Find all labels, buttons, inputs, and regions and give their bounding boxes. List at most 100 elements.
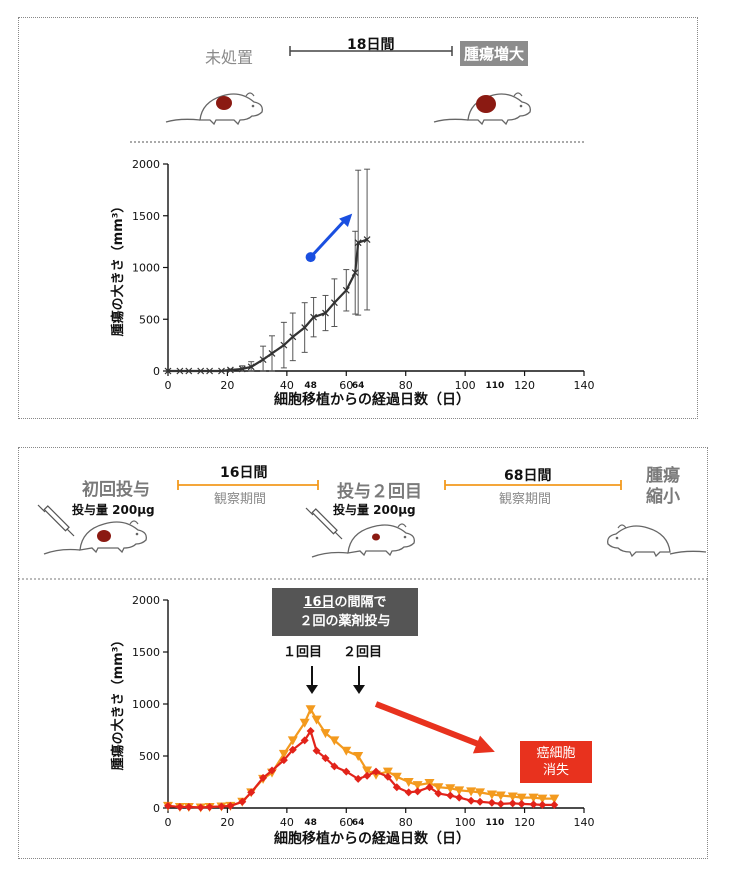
data-point-x-marker xyxy=(289,333,297,341)
data-point-red xyxy=(487,798,496,807)
data-point-red xyxy=(164,801,172,810)
mouse-tumor-grown-icon xyxy=(433,92,531,126)
mouse-second-dose-icon xyxy=(305,507,415,558)
data-point-x-marker xyxy=(330,299,338,307)
dosing-interval-note: 16日の間隔で ２回の薬剤投与 xyxy=(272,588,418,636)
second-dose-label: 投与２回目 xyxy=(337,482,422,502)
data-point-red xyxy=(268,766,276,775)
observation-period-label-1: 観察期間 xyxy=(214,492,267,507)
note-two-doses: ２回の薬剤投与 xyxy=(299,614,391,629)
second-dose-arrow-label: ２回目 xyxy=(343,645,383,660)
growth-arrow-shaft xyxy=(309,217,348,259)
series-line-orange xyxy=(167,706,555,809)
data-point-red xyxy=(330,762,339,771)
data-point-x-marker xyxy=(342,286,350,294)
data-point-red xyxy=(259,773,268,782)
mouse-tumor-shrunk-icon xyxy=(607,524,707,558)
y-axis-label: 腫瘍の大きさ（mm³） xyxy=(110,634,126,771)
data-point-orange xyxy=(329,736,340,746)
y-tick-label: 1500 xyxy=(132,210,160,223)
dose-amount-first: 投与量 200μg xyxy=(72,503,155,517)
y-tick-label: 1500 xyxy=(132,646,160,659)
data-point-red xyxy=(238,797,247,806)
data-point-red xyxy=(342,767,351,776)
y-tick-label: 2000 xyxy=(132,594,160,607)
x-extra-tick-label: 48 xyxy=(304,818,317,828)
data-point-red xyxy=(508,799,517,808)
data-point-x-marker xyxy=(259,356,267,364)
data-point-orange xyxy=(412,781,423,791)
data-point-red xyxy=(496,799,505,808)
x-axis-label: 細胞移植からの経過日数（日） xyxy=(274,391,470,408)
period-bracket-2 xyxy=(444,480,622,490)
x-tick-label: 140 xyxy=(574,816,595,829)
growth-arrow-icon xyxy=(339,213,353,227)
mouse-first-dose-icon xyxy=(37,504,147,555)
data-point-x-marker xyxy=(301,324,309,331)
data-point-red xyxy=(226,801,235,810)
x-tick-label: 100 xyxy=(455,379,476,392)
first-dose-arrow-icon xyxy=(306,666,318,694)
note-interval-text: の間隔で xyxy=(334,595,387,610)
data-point-orange xyxy=(495,791,506,801)
data-point-red xyxy=(425,783,434,792)
data-point-red xyxy=(434,789,443,798)
y-tick-label: 2000 xyxy=(132,158,160,171)
data-point-orange xyxy=(299,718,310,728)
data-point-x-marker xyxy=(280,341,288,349)
tumor-growth-chart-untreated: 腫瘍の大きさ（mm³） 細胞移植からの経過日数（日） 0 20 40 60 80 100 1… xyxy=(110,158,595,408)
second-dose-arrow-icon xyxy=(353,666,365,694)
data-point-red xyxy=(372,767,380,776)
data-point-orange xyxy=(305,705,316,715)
data-point-x-marker xyxy=(206,367,214,375)
cancer-eliminated-line2: 消失 xyxy=(542,763,569,778)
period-bracket-1 xyxy=(177,480,319,490)
x-extra-tick-label: 64 xyxy=(352,381,365,391)
x-tick-label: 40 xyxy=(280,379,294,392)
data-point-x-marker xyxy=(247,363,255,371)
data-point-x-marker xyxy=(354,239,362,247)
x-tick-label: 20 xyxy=(220,379,234,392)
data-point-x-marker xyxy=(268,349,276,357)
data-point-x-marker xyxy=(310,313,318,321)
data-point-orange xyxy=(549,794,560,804)
tumor-grows-badge: 腫瘍増大 xyxy=(460,41,529,66)
y-tick-label: 1000 xyxy=(132,262,160,275)
data-point-x-marker xyxy=(164,367,172,375)
x-extra-tick-label: 64 xyxy=(352,818,365,828)
data-point-orange xyxy=(391,772,402,782)
untreated-label: 未処置 xyxy=(205,48,254,67)
period-bracket xyxy=(289,46,453,56)
x-tick-label: 80 xyxy=(399,379,413,392)
x-axis-label: 細胞移植からの経過日数（日） xyxy=(274,830,470,847)
data-point-red xyxy=(279,756,288,765)
cancer-eliminated-badge: 癌細胞 消失 xyxy=(520,741,592,783)
x-extra-tick-label: 48 xyxy=(304,381,317,391)
data-point-orange xyxy=(311,715,322,725)
first-dose-label: 初回投与 xyxy=(82,480,150,500)
data-point-red xyxy=(517,799,526,808)
y-tick-label: 0 xyxy=(153,802,160,815)
data-point-x-marker xyxy=(351,269,359,277)
data-point-red xyxy=(300,736,309,745)
data-point-red xyxy=(455,793,464,802)
data-point-red xyxy=(392,783,401,792)
data-point-red xyxy=(321,754,330,763)
period-label-18-days: 18日間 xyxy=(347,37,395,53)
data-point-x-marker xyxy=(176,367,184,375)
data-point-red xyxy=(467,796,476,805)
data-point-red xyxy=(205,802,214,811)
observation-period-label-2: 観察期間 xyxy=(499,492,552,507)
data-point-orange xyxy=(287,736,298,746)
period-label-68-days: 68日間 xyxy=(504,468,552,484)
first-dose-arrow-label: １回目 xyxy=(283,645,323,660)
data-point-red xyxy=(538,800,547,809)
data-point-red xyxy=(247,788,256,797)
cancer-eliminated-line1: 癌細胞 xyxy=(536,746,576,761)
data-point-x-marker xyxy=(238,365,246,373)
data-point-orange xyxy=(403,778,414,787)
data-point-red xyxy=(529,800,538,809)
y-tick-label: 500 xyxy=(139,750,160,763)
tumor-shrink-label: 腫瘍 縮小 xyxy=(646,466,680,507)
x-tick-label: 100 xyxy=(455,816,476,829)
